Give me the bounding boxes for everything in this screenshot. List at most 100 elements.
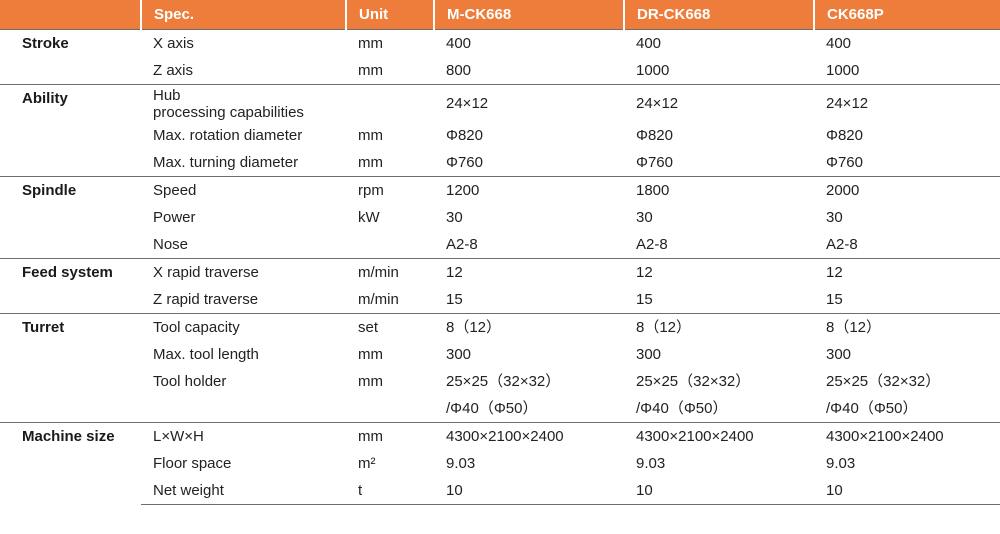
table-row: Floor space m² 9.03 9.03 9.03 — [0, 450, 1000, 477]
unit-cell: mm — [346, 29, 434, 57]
value-cell-model-2: Φ760 — [624, 149, 814, 177]
unit-cell: mm — [346, 422, 434, 450]
table-row: Power kW 30 30 30 — [0, 204, 1000, 231]
value-cell-model-2: 1000 — [624, 57, 814, 85]
table-row: Max. tool length mm 300 300 300 — [0, 341, 1000, 368]
value-cell-model-3: 8（12） — [814, 313, 1000, 341]
value-cell-model-3: 2000 — [814, 176, 1000, 204]
spec-cell — [141, 395, 346, 423]
value-cell-model-1: 8（12） — [434, 313, 624, 341]
table-row: /Φ40（Φ50）/Φ40（Φ50）/Φ40（Φ50） — [0, 395, 1000, 423]
value-cell-model-3: Φ820 — [826, 127, 863, 144]
value-cell-model-2: /Φ40（Φ50） — [624, 395, 814, 423]
spec-cell: Speed — [141, 176, 346, 204]
value-cell-model-2: 25×25（32×32） — [636, 373, 751, 390]
spec-cell: Z axis — [141, 57, 346, 85]
table-row: Net weight t 10 10 10 — [0, 477, 1000, 505]
spec-cell: X rapid traverse — [141, 258, 346, 286]
value-cell-model-2: 24×12 — [624, 84, 814, 122]
value-cell-model-2: 9.03 — [636, 455, 666, 472]
table-row: Max. turning diameter mm Φ760 Φ760 Φ760 — [0, 149, 1000, 177]
table-row: Tool holder mm 25×25（32×32） 25×25（32×32） 25×… — [0, 368, 1000, 395]
unit-cell — [346, 395, 434, 423]
value-cell-model-2: 4300×2100×2400 — [624, 422, 814, 450]
spec-cell: Power — [153, 209, 196, 226]
spec-cell: Nose — [141, 231, 346, 259]
table-row: Machine size L×W×H mm 4300×2100×2400 4300×21… — [0, 422, 1000, 505]
value-cell-model-3: A2-8 — [814, 231, 1000, 259]
table-row: Nose A2-8 A2-8 A2-8 — [0, 231, 1000, 259]
table-row: Turret Tool capacity set 8（12） 8（12） 8（12） — [0, 313, 1000, 423]
spec-cell: Max. rotation diameter — [153, 127, 303, 144]
value-cell-model-1: A2-8 — [434, 231, 624, 259]
spec-cell: Max. tool length — [153, 346, 259, 363]
spec-table: Spec. Unit M-CK668 DR-CK668 CK668P Strok… — [0, 0, 1000, 505]
spec-cell: X axis — [141, 29, 346, 57]
value-cell-model-3: /Φ40（Φ50） — [814, 395, 1000, 423]
header-model-1: M-CK668 — [433, 0, 624, 30]
value-cell-model-1: 12 — [434, 258, 624, 286]
value-cell-model-1: 25×25（32×32） — [446, 373, 561, 390]
unit-cell — [346, 84, 434, 122]
unit-cell: m² — [358, 455, 376, 472]
unit-cell: set — [346, 313, 434, 341]
spec-cell: Net weight — [141, 477, 346, 505]
unit-cell: mm — [346, 149, 434, 177]
value-cell-model-1: 400 — [434, 29, 624, 57]
spec-table-body: Stroke X axis mm 400 400 400 Z axis mm 800 1000 10… — [0, 29, 1000, 505]
value-cell-model-3: Φ760 — [814, 149, 1000, 177]
unit-cell: rpm — [346, 176, 434, 204]
group-label: Turret — [0, 313, 141, 423]
value-cell-model-3: 1000 — [814, 57, 1000, 85]
value-cell-model-2: 30 — [636, 209, 653, 226]
value-cell-model-1: Φ820 — [446, 127, 483, 144]
header-model-3: CK668P — [813, 0, 1000, 30]
value-cell-model-1: 9.03 — [446, 455, 476, 472]
table-row: Feed system X rapid traverse m/min 12 12 12 — [0, 258, 1000, 314]
value-cell-model-3: 12 — [814, 258, 1000, 286]
value-cell-model-1: 300 — [446, 346, 472, 363]
value-cell-model-2: Φ820 — [636, 127, 673, 144]
value-cell-model-2: 15 — [624, 286, 814, 314]
value-cell-model-3: 400 — [814, 29, 1000, 57]
value-cell-model-1: 30 — [446, 209, 463, 226]
header-model-2: DR-CK668 — [623, 0, 814, 30]
table-row: Max. rotation diameter mm Φ820 Φ820 Φ820 — [0, 122, 1000, 149]
spec-cell: L×W×H — [141, 422, 346, 450]
value-cell-model-2: 12 — [624, 258, 814, 286]
table-row: Ability Hub processing capabilities 24×12 2… — [0, 84, 1000, 177]
value-cell-model-3: 24×12 — [814, 84, 1000, 122]
table-row: Spindle Speed rpm 1200 1800 2000 — [0, 176, 1000, 259]
value-cell-model-3: 4300×2100×2400 — [814, 422, 1000, 450]
spec-cell: Tool holder — [153, 373, 227, 390]
unit-cell: kW — [358, 209, 380, 226]
value-cell-model-3: 15 — [814, 286, 1000, 314]
value-cell-model-2: 1800 — [624, 176, 814, 204]
value-cell-model-2: A2-8 — [624, 231, 814, 259]
unit-cell: mm — [346, 57, 434, 85]
header-spec: Spec. — [140, 0, 346, 30]
value-cell-model-1: 1200 — [434, 176, 624, 204]
value-cell-model-2: 400 — [624, 29, 814, 57]
group-label: Feed system — [0, 258, 141, 314]
unit-cell: m/min — [346, 286, 434, 314]
value-cell-model-1: Φ760 — [434, 149, 624, 177]
group-label: Spindle — [0, 176, 141, 259]
value-cell-model-3: 25×25（32×32） — [826, 373, 941, 390]
unit-cell: mm — [358, 127, 383, 144]
group-label: Machine size — [0, 422, 141, 505]
value-cell-model-2: 8（12） — [624, 313, 814, 341]
value-cell-model-1: 4300×2100×2400 — [434, 422, 624, 450]
spec-cell: Z rapid traverse — [141, 286, 346, 314]
value-cell-model-1: 15 — [434, 286, 624, 314]
unit-cell: t — [346, 477, 434, 505]
table-row: Stroke X axis mm 400 400 400 — [0, 29, 1000, 85]
table-row: Z rapid traverse m/min 15 15 15 — [0, 286, 1000, 314]
value-cell-model-2: 300 — [636, 346, 662, 363]
value-cell-model-2: 10 — [624, 477, 814, 505]
spec-cell: Tool capacity — [141, 313, 346, 341]
spec-cell: Hub processing capabilities — [141, 84, 346, 122]
header-group-col — [0, 0, 141, 30]
header-unit: Unit — [345, 0, 434, 30]
group-label: Stroke — [0, 29, 141, 85]
